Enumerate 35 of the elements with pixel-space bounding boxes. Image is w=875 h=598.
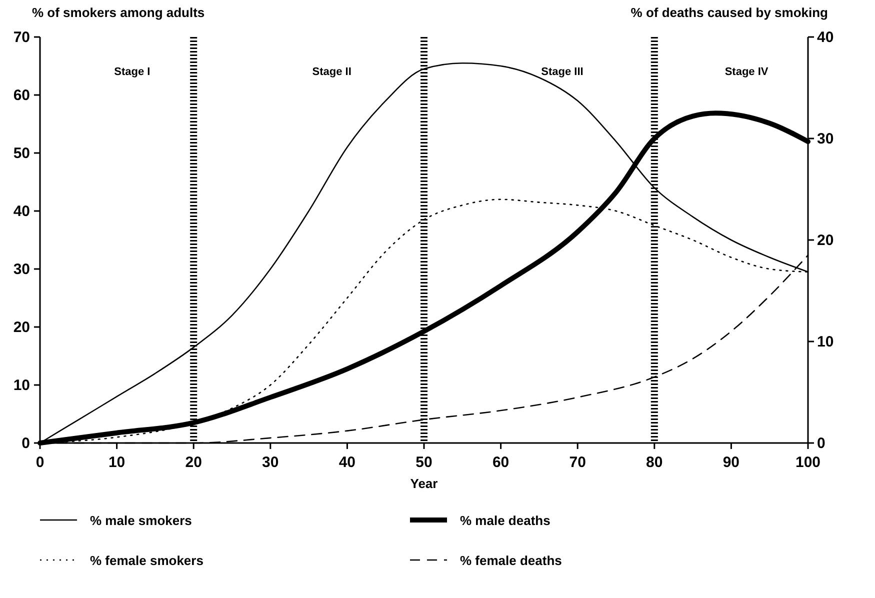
y-tick-label: 10 — [13, 377, 30, 394]
legend-label: % female smokers — [90, 553, 204, 568]
y2-tick-label: 10 — [817, 334, 834, 350]
x-tick-label: 0 — [36, 454, 44, 471]
y2-tick-label: 30 — [817, 130, 834, 148]
y2-tick-label: 40 — [817, 29, 834, 46]
x-tick-label: 70 — [569, 454, 586, 471]
x-tick-label: 20 — [185, 454, 202, 471]
y-tick-label: 30 — [13, 261, 30, 278]
x-axis-title: Year — [410, 476, 438, 491]
annotation: Stage III — [541, 66, 584, 78]
y2-axis-title: % of deaths caused by smoking — [630, 5, 828, 20]
y2-tick-label: 20 — [817, 232, 834, 249]
x-tick-label: 40 — [338, 454, 356, 471]
y-axis-title: % of smokers among adults — [32, 5, 205, 20]
x-tick-label: 10 — [108, 454, 126, 471]
annotation: Stage I — [114, 66, 150, 78]
x-tick-label: 80 — [646, 454, 663, 471]
x-tick-label: 100 — [795, 454, 821, 471]
x-tick-label: 30 — [262, 454, 279, 471]
legend-label: % male smokers — [90, 513, 192, 528]
y2-tick-label: 0 — [817, 435, 826, 452]
annotation: Stage IV — [724, 66, 769, 78]
y-tick-label: 20 — [13, 319, 30, 336]
y-tick-label: 70 — [13, 29, 30, 46]
y-tick-label: 40 — [13, 203, 30, 220]
x-tick-label: 60 — [492, 454, 510, 471]
y-tick-label: 50 — [13, 145, 30, 162]
legend-label: % male deaths — [460, 513, 550, 528]
y-tick-label: 0 — [22, 435, 30, 452]
annotation: Stage II — [312, 66, 352, 78]
x-tick-label: 50 — [416, 454, 432, 471]
legend-label: % female deaths — [460, 553, 562, 568]
x-tick-label: 90 — [722, 454, 740, 471]
y-tick-label: 60 — [13, 87, 30, 104]
